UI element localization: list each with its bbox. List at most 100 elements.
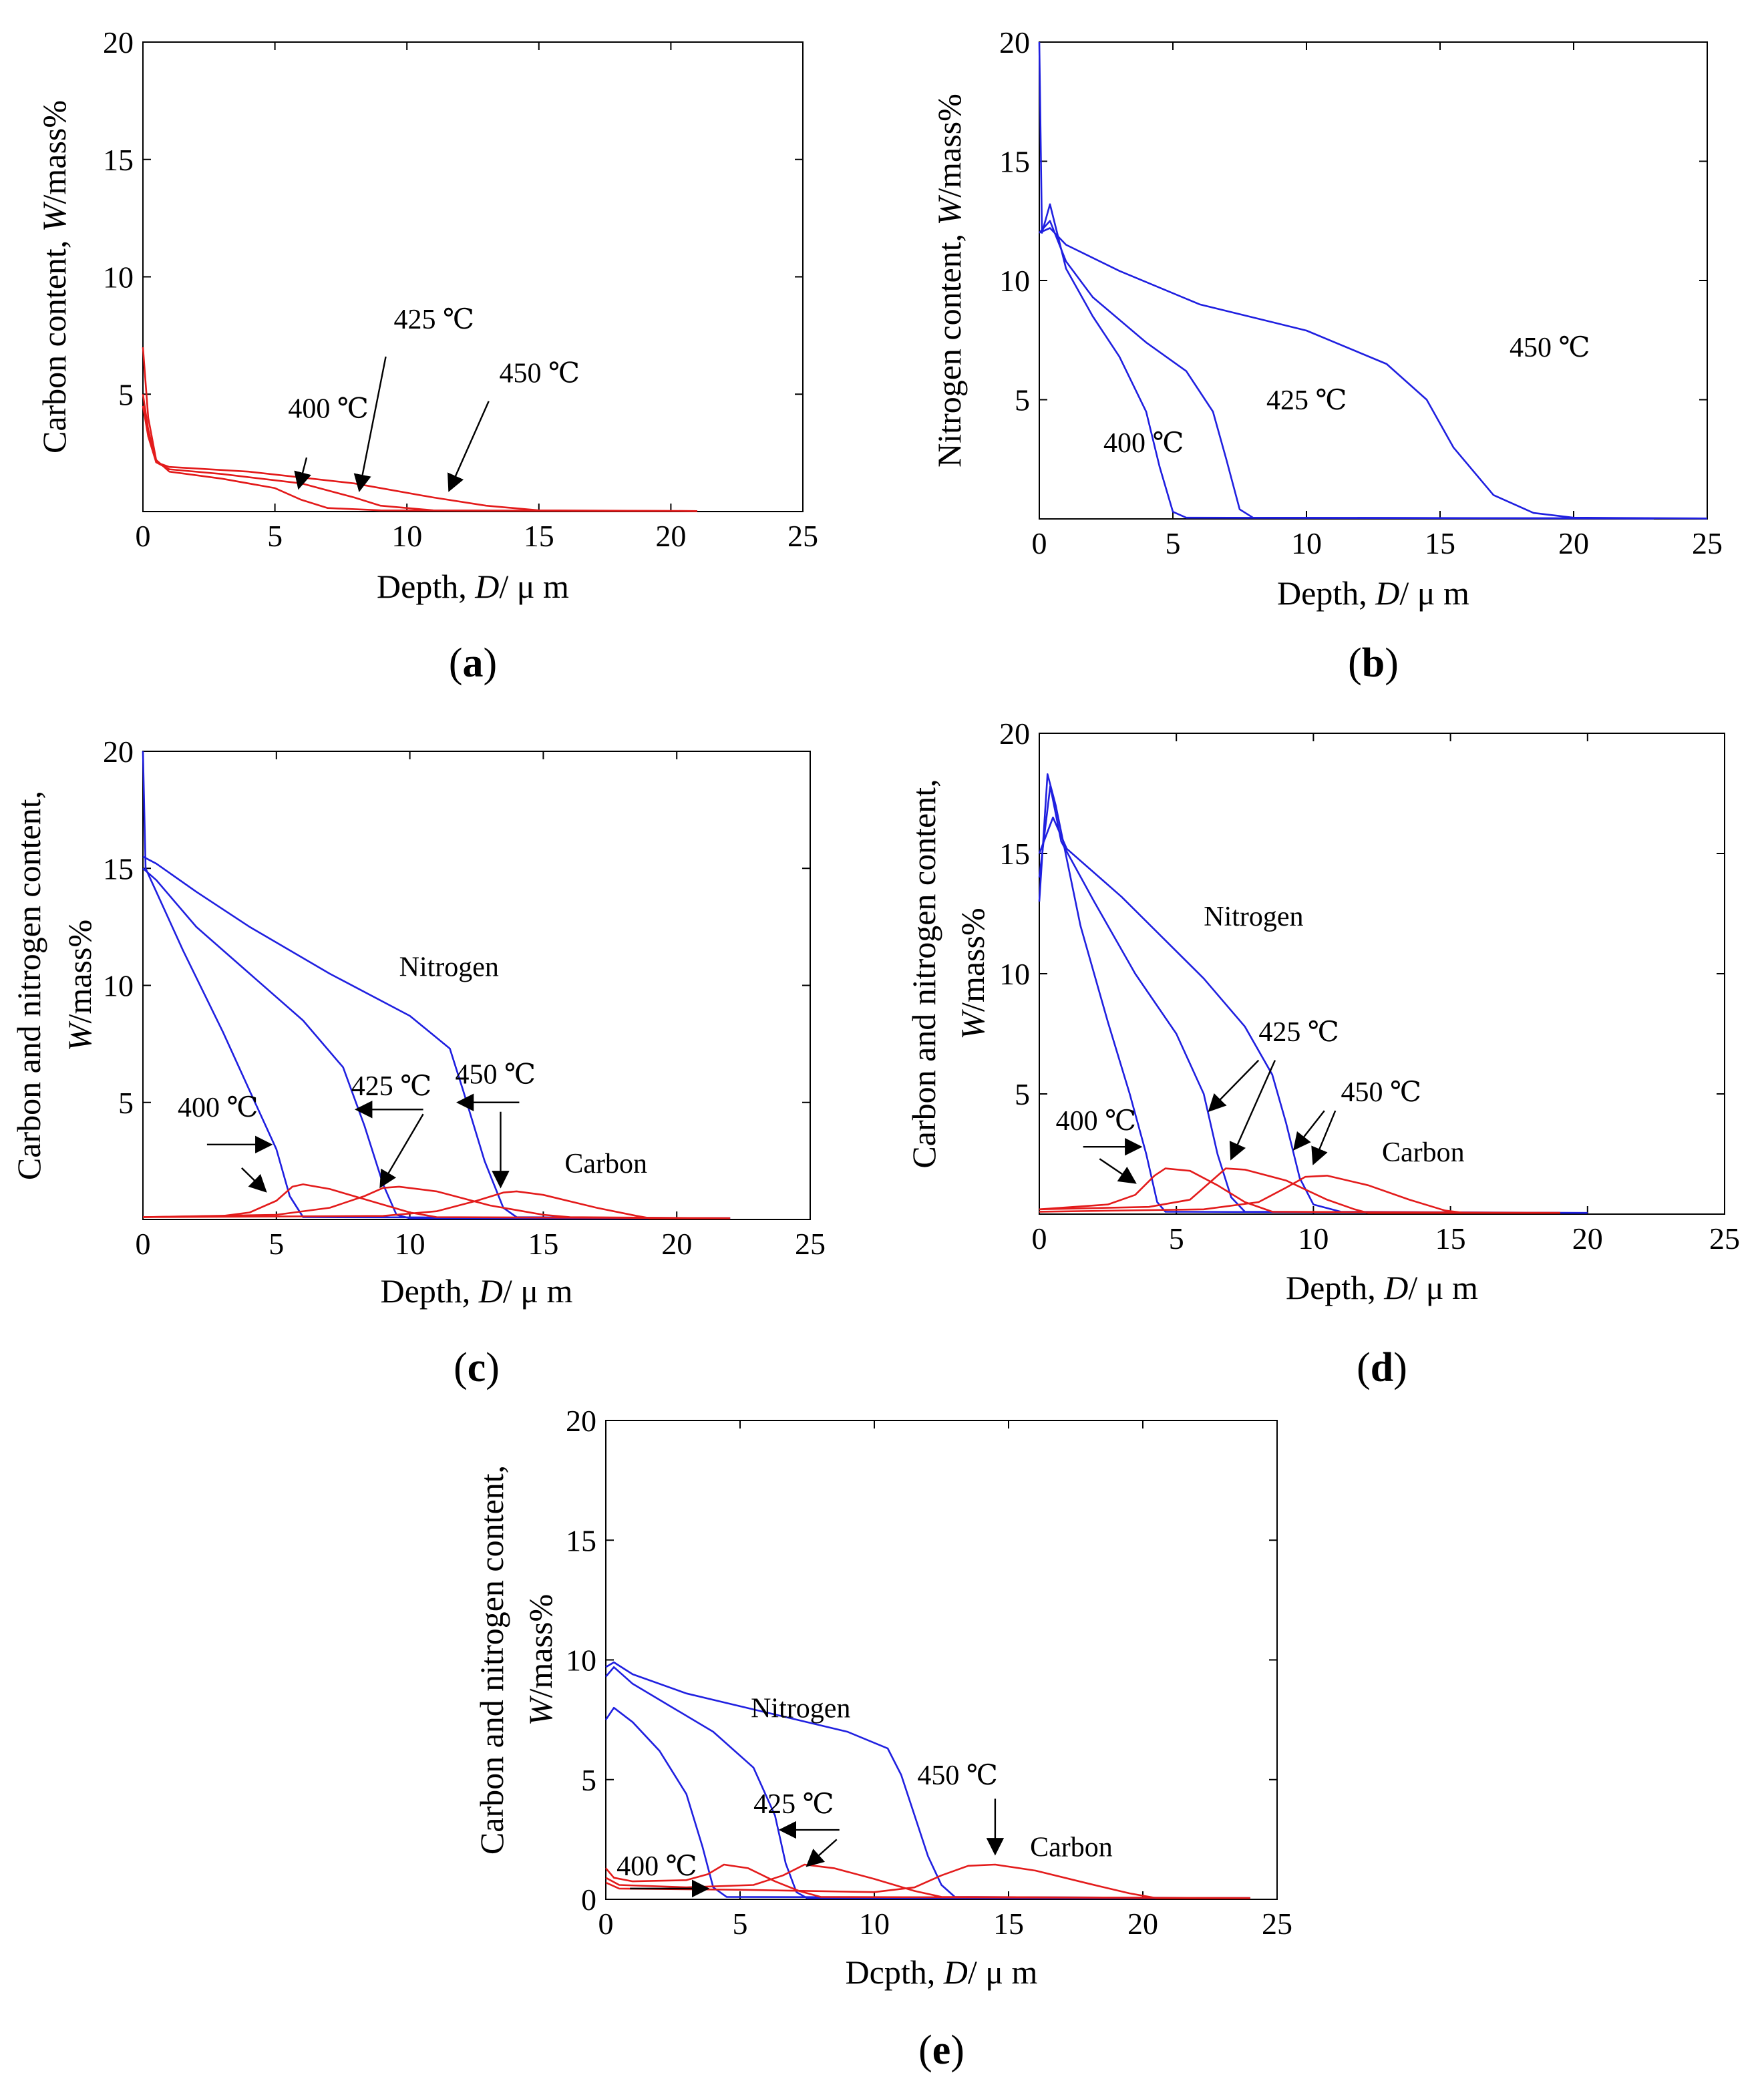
plot-frame bbox=[142, 41, 804, 512]
x-axis-label-unit: / μ m bbox=[499, 568, 569, 605]
x-axis-label: Depth, D/ μ m bbox=[381, 1272, 573, 1310]
y-tick-label: 10 bbox=[103, 260, 134, 295]
x-tick-label: 0 bbox=[598, 1907, 614, 1941]
temperature-label: 400 ℃ bbox=[288, 393, 368, 424]
annotation-arrow bbox=[379, 1113, 424, 1189]
series-line-carbon bbox=[142, 1190, 731, 1219]
x-axis-label-text: Depth, bbox=[381, 1272, 479, 1310]
annotation-arrow bbox=[806, 1839, 838, 1867]
y-axis-label-text: Carbon and nitrogen content, bbox=[10, 791, 47, 1180]
temperature-label: 400 ℃ bbox=[178, 1093, 258, 1123]
plot-frame bbox=[605, 1420, 1278, 1900]
series-label-nitrogen: Nitrogen bbox=[751, 1694, 850, 1724]
y-tick-label: 10 bbox=[103, 969, 134, 1003]
series-line-carbon bbox=[1039, 1175, 1560, 1214]
panel-paren: ) bbox=[484, 640, 498, 686]
series-line-carbon bbox=[142, 394, 697, 512]
series-line-nitrogen bbox=[1038, 41, 1654, 520]
x-axis-label: Depth, D/ μ m bbox=[377, 568, 569, 605]
series-label-nitrogen: Nitrogen bbox=[399, 952, 499, 982]
axis-label-symbol: D bbox=[1375, 574, 1399, 612]
y-tick-label: 5 bbox=[118, 1086, 134, 1120]
y-tick-label: 5 bbox=[1015, 383, 1030, 417]
x-tick-label: 10 bbox=[859, 1907, 890, 1941]
y-axis-label-unit: /mass% bbox=[61, 920, 98, 1024]
x-axis-label-text: Depth, bbox=[377, 568, 475, 605]
chart-panel-d: 0 5 10 15 20 25 5 10 15 20 Nitrogen Carbon 400 ℃ 425 … bbox=[905, 717, 1740, 1390]
axis-label-symbol: W bbox=[522, 1695, 559, 1726]
axis-label-symbol: W bbox=[930, 194, 968, 225]
x-tick-label: 0 bbox=[136, 1227, 151, 1261]
x-axis-label-unit: / μ m bbox=[968, 1953, 1038, 1991]
x-axis-label-unit: / μ m bbox=[1399, 574, 1469, 612]
y-tick-label: 15 bbox=[103, 143, 134, 177]
y-tick-label: 20 bbox=[103, 25, 134, 59]
panel-letter: c bbox=[468, 1345, 486, 1390]
x-tick-label: 20 bbox=[1558, 526, 1589, 560]
x-axis-label-unit: / μ m bbox=[503, 1272, 573, 1310]
chart-panel-b: 0 5 10 15 20 25 5 10 15 20 400 ℃ 425 ℃ 450 ℃ Depth, D… bbox=[930, 25, 1723, 686]
x-axis-label: Depth, D/ μ m bbox=[1277, 574, 1469, 612]
series-line-nitrogen bbox=[605, 1661, 1250, 1899]
panel-paren: ) bbox=[1393, 1345, 1407, 1390]
x-tick-label: 0 bbox=[1032, 1221, 1047, 1256]
x-tick-label: 5 bbox=[733, 1907, 748, 1941]
chart-panel-c: 0 5 10 15 20 25 5 10 15 20 Nitrogen Carbon 400 ℃ 425 … bbox=[10, 735, 826, 1390]
y-tick-label: 15 bbox=[566, 1523, 596, 1557]
y-tick-label: 5 bbox=[118, 377, 134, 411]
x-tick-label: 0 bbox=[1032, 526, 1047, 560]
y-tick-label: 10 bbox=[999, 264, 1030, 298]
annotation-arrow bbox=[1311, 1110, 1337, 1165]
panel-paren: ( bbox=[1348, 640, 1362, 686]
y-tick-label: 5 bbox=[1015, 1077, 1030, 1111]
y-tick-label: 10 bbox=[566, 1644, 596, 1678]
y-tick-label: 15 bbox=[999, 837, 1030, 871]
annotation-arrow bbox=[1229, 1060, 1276, 1161]
y-axis-label-text: Nitrogen content, bbox=[930, 225, 968, 467]
panel-paren: ( bbox=[1357, 1345, 1371, 1390]
y-axis-label-line2: W/mass% bbox=[954, 908, 991, 1039]
axis-label-symbol: D bbox=[478, 1272, 503, 1310]
temperature-label: 425 ℃ bbox=[1266, 385, 1347, 416]
chart-panel-e: 0 5 10 15 20 25 0 5 10 15 20 Nitrogen Carbon 400 ℃ 425… bbox=[473, 1404, 1292, 2073]
x-tick-label: 20 bbox=[661, 1227, 692, 1261]
y-axis-label-unit: /mass% bbox=[930, 93, 968, 198]
x-tick-label: 25 bbox=[1709, 1221, 1740, 1256]
temperature-label: 425 ℃ bbox=[351, 1071, 431, 1102]
y-axis-label-text: Carbon and nitrogen content, bbox=[473, 1465, 510, 1855]
panel-caption: (c) bbox=[454, 1345, 500, 1390]
panel-letter: e bbox=[932, 2028, 951, 2073]
axis-label-symbol: D bbox=[474, 568, 499, 605]
x-tick-label: 10 bbox=[395, 1227, 425, 1261]
y-tick-label: 15 bbox=[103, 851, 134, 886]
series-line-nitrogen bbox=[142, 751, 731, 1219]
panel-caption: (e) bbox=[918, 2028, 964, 2073]
x-tick-label: 5 bbox=[269, 1227, 284, 1261]
y-tick-label: 10 bbox=[999, 957, 1030, 991]
panel-caption: (b) bbox=[1348, 640, 1399, 686]
y-axis-label-text: Carbon and nitrogen content, bbox=[905, 779, 942, 1168]
y-tick-label: 0 bbox=[581, 1883, 596, 1917]
series-line-carbon bbox=[605, 1863, 1250, 1899]
panel-paren: ( bbox=[918, 2028, 932, 2073]
panel-paren: ( bbox=[454, 1345, 468, 1390]
series-line-carbon bbox=[1039, 1167, 1560, 1214]
x-tick-label: 25 bbox=[1262, 1907, 1292, 1941]
series-line-nitrogen bbox=[1038, 816, 1588, 1214]
panel-letter: b bbox=[1362, 640, 1385, 686]
x-axis-label-text: Depth, bbox=[1277, 574, 1375, 612]
series-line-carbon bbox=[142, 347, 697, 512]
temperature-label: 400 ℃ bbox=[616, 1851, 697, 1882]
y-axis-label-text: Carbon content, bbox=[35, 232, 73, 453]
x-tick-label: 10 bbox=[1291, 526, 1322, 560]
annotation-arrow bbox=[1099, 1158, 1137, 1184]
annotation-arrow bbox=[448, 401, 490, 492]
temperature-label: 450 ℃ bbox=[1341, 1077, 1421, 1108]
series-line-nitrogen bbox=[142, 855, 731, 1219]
x-tick-label: 15 bbox=[1425, 526, 1455, 560]
annotation-arrow bbox=[1208, 1059, 1260, 1113]
panel-paren: ) bbox=[1385, 640, 1399, 686]
y-axis-label: Carbon content, W/mass% bbox=[35, 100, 73, 453]
temperature-label: 425 ℃ bbox=[393, 305, 474, 335]
